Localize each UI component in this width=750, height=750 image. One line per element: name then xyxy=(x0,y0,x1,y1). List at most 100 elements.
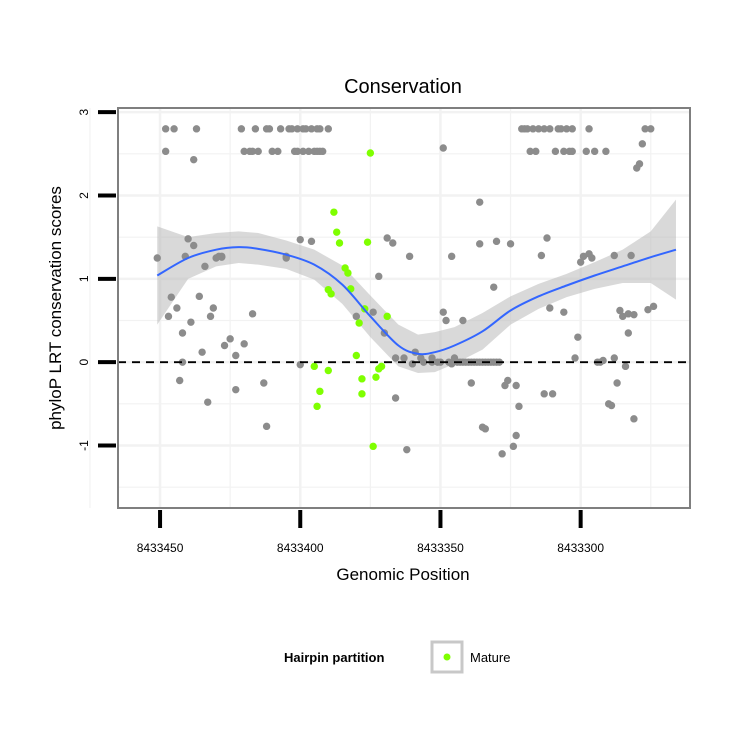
point-other xyxy=(232,351,240,360)
point-other xyxy=(537,251,546,260)
y-tick-label: 2 xyxy=(77,192,91,199)
point-other xyxy=(204,398,212,406)
legend-key-mature-dot xyxy=(443,653,451,661)
point-other xyxy=(232,385,240,394)
point-other xyxy=(240,147,248,156)
panel-border xyxy=(117,107,691,509)
y-axis: -1 0 1 2 3 xyxy=(77,109,116,451)
point-other xyxy=(293,125,302,133)
point-other xyxy=(304,147,313,156)
point-other xyxy=(187,318,195,326)
point-other xyxy=(161,125,170,133)
point-other xyxy=(476,240,484,248)
point-other xyxy=(260,379,268,387)
point-mature xyxy=(358,375,366,383)
point-other xyxy=(515,402,523,411)
point-other xyxy=(568,125,576,133)
smooth-trend-line xyxy=(156,246,677,356)
point-other xyxy=(190,155,198,164)
point-other xyxy=(184,235,192,243)
point-other xyxy=(262,422,271,431)
point-other xyxy=(638,140,647,148)
point-other xyxy=(226,335,234,343)
point-other xyxy=(534,125,543,133)
point-other xyxy=(523,125,532,133)
point-other xyxy=(613,379,621,387)
point-mature xyxy=(310,362,318,371)
point-mature xyxy=(363,238,372,246)
point-other xyxy=(447,252,456,261)
point-mature xyxy=(352,351,361,360)
point-other xyxy=(560,308,568,316)
point-other xyxy=(641,125,649,133)
point-other xyxy=(316,125,324,133)
grid-lines xyxy=(89,108,690,508)
point-other xyxy=(391,354,400,362)
point-other xyxy=(529,125,537,133)
point-other xyxy=(153,254,161,262)
point-mature xyxy=(333,228,341,236)
point-other xyxy=(288,125,296,133)
point-other xyxy=(621,362,630,371)
point-other xyxy=(302,125,310,133)
point-other xyxy=(610,354,618,362)
legend-title: Hairpin partition xyxy=(284,650,384,665)
point-other xyxy=(209,304,218,312)
point-other xyxy=(248,310,257,318)
point-other xyxy=(599,356,607,365)
point-other xyxy=(635,160,644,168)
point-other xyxy=(582,147,590,156)
point-mature xyxy=(372,373,380,381)
point-other xyxy=(318,147,327,156)
point-other xyxy=(557,125,565,133)
point-other xyxy=(506,240,515,248)
x-tick-label: 8433400 xyxy=(277,541,324,555)
y-tick-label: 0 xyxy=(77,359,91,366)
point-other xyxy=(293,147,302,156)
point-other xyxy=(610,251,618,260)
point-other xyxy=(467,379,475,387)
point-other xyxy=(627,251,635,260)
point-other xyxy=(574,333,582,341)
point-mature xyxy=(369,442,377,451)
point-other xyxy=(540,125,548,133)
point-other xyxy=(405,252,414,261)
point-other xyxy=(588,254,596,262)
point-other xyxy=(198,348,206,356)
point-other xyxy=(201,262,209,271)
point-other xyxy=(624,310,633,318)
point-other xyxy=(206,312,215,321)
x-tick-label: 8433300 xyxy=(557,541,604,555)
point-other xyxy=(265,125,274,133)
point-other xyxy=(630,415,638,423)
point-other xyxy=(400,354,408,362)
point-other xyxy=(178,329,187,337)
point-other xyxy=(616,306,624,315)
point-other xyxy=(220,341,229,350)
point-other xyxy=(218,252,226,261)
point-other xyxy=(170,125,178,133)
point-other xyxy=(619,312,627,321)
point-other xyxy=(237,125,246,133)
point-other xyxy=(526,147,534,156)
chart-title: Conservation xyxy=(344,76,462,98)
point-other xyxy=(459,316,467,325)
point-other xyxy=(579,252,588,261)
point-other xyxy=(562,125,571,133)
point-other xyxy=(490,283,498,291)
point-other xyxy=(546,125,554,133)
point-other xyxy=(268,147,276,156)
x-tick-label: 8433450 xyxy=(137,541,184,555)
point-other xyxy=(551,147,560,156)
legend: Hairpin partition Mature xyxy=(284,640,510,674)
point-other xyxy=(391,394,400,402)
data-points xyxy=(153,125,658,458)
point-other xyxy=(576,258,585,266)
point-mature xyxy=(358,390,366,398)
point-other xyxy=(251,125,260,133)
point-other xyxy=(307,237,316,246)
point-mature xyxy=(335,239,344,247)
point-other xyxy=(403,445,411,454)
point-other xyxy=(439,144,447,152)
